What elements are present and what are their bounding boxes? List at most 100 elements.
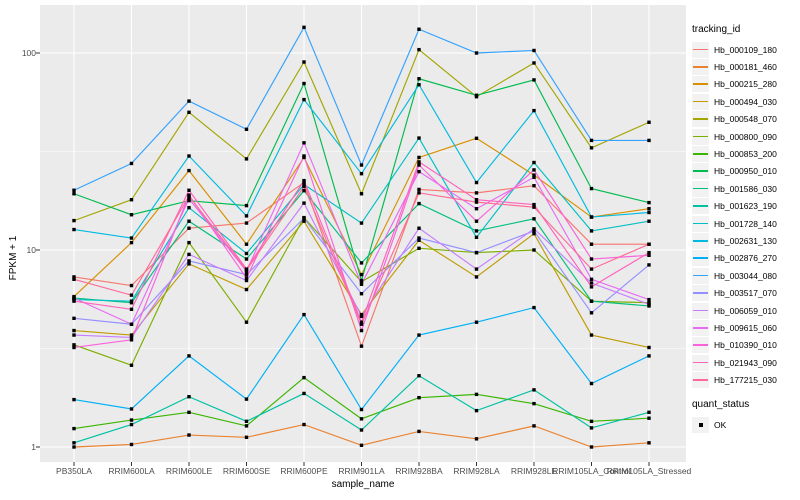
data-point-marker [244,276,249,280]
data-point-marker [359,428,364,432]
legend-key-line-icon [693,48,708,51]
data-point-marker [647,416,651,420]
legend-item-Hb_002876_270: Hb_002876_270 [692,250,798,267]
legend-item-label: Hb_010390_010 [714,340,777,351]
data-point-marker [417,226,421,230]
data-point-marker [532,231,536,236]
data-point-marker [359,221,364,225]
data-point-marker [532,227,536,231]
data-point-marker [417,187,421,192]
data-point-marker [302,216,306,220]
data-point-marker [417,77,421,81]
data-point-marker [187,240,191,245]
data-point-marker [129,422,134,427]
data-point-marker [647,297,651,302]
legend-item-label: Hb_001623_190 [714,201,777,212]
data-point-marker [72,333,76,337]
data-point-marker [129,236,134,240]
data-point-marker [244,320,249,324]
data-point-marker [359,407,364,412]
x-tick-label: RRIM600LE [165,466,213,476]
legend-item-label: Hb_000853_200 [714,149,777,160]
data-point-marker [302,312,306,317]
data-point-marker [302,178,306,183]
x-tick-label: RRIM600LA [108,466,155,476]
legend-item-Hb_003044_080: Hb_003044_080 [692,267,798,284]
data-point-marker [72,227,76,232]
data-point-marker [532,160,536,165]
data-point-marker [474,229,479,233]
data-point-marker [532,175,536,179]
data-point-marker [187,252,191,257]
legend-title-tracking-id: tracking_id [692,24,741,35]
data-point-marker [474,219,479,223]
legend-item-Hb_006059_010: Hb_006059_010 [692,302,798,319]
data-point-marker [359,171,364,176]
data-point-marker [532,248,536,252]
data-point-marker [359,282,364,286]
data-point-marker [647,138,651,143]
data-point-marker [302,154,306,158]
legend-item-Hb_003517_070: Hb_003517_070 [692,284,798,302]
data-point-marker [244,214,249,218]
data-point-marker [302,184,306,189]
legend-items: Hb_000109_180 Hb_000181_460 Hb_000215_280 H… [692,41,798,389]
data-point-marker [302,422,306,427]
data-point-marker [417,246,421,251]
data-point-marker [359,320,364,324]
data-point-marker [72,445,76,449]
data-point-marker [647,210,651,215]
data-point-marker [359,312,364,317]
data-point-marker [647,441,651,445]
data-point-marker [647,354,651,358]
data-point-marker [417,191,421,195]
data-point-marker [359,322,364,326]
data-point-marker [129,322,134,326]
data-point-marker [532,401,536,406]
legend-item-Hb_001623_190: Hb_001623_190 [692,198,798,215]
x-axis-title: sample_name [331,479,395,490]
data-point-marker [72,328,76,333]
data-point-marker [474,198,479,202]
data-point-marker [474,267,479,271]
data-point-marker [589,229,594,233]
data-point-marker [244,157,249,161]
data-point-marker [474,408,479,413]
data-point-marker [647,345,651,350]
data-point-marker [417,238,421,243]
data-point-marker [589,285,594,289]
x-tick-label: RRIM600SE [222,466,271,476]
legend-key-line-icon [693,118,708,120]
legend-quant-status: quant_status OK [692,399,798,433]
data-point-marker [417,374,421,378]
data-point-marker [244,257,249,261]
data-point-marker [187,154,191,158]
data-point-marker [647,253,651,257]
data-point-marker [72,345,76,350]
y-tick-label: 100 [21,48,36,58]
legend-key-line-icon [693,274,708,277]
data-point-marker [187,395,191,399]
legend-item-Hb_000109_180: Hb_000109_180 [692,41,798,58]
legend-key-swatch [692,111,709,128]
data-point-marker [244,242,249,246]
data-point-marker [72,296,76,300]
y-tick-label: 1 [31,442,36,452]
data-point-marker [589,257,594,261]
data-point-marker [532,48,536,53]
data-point-marker [532,217,536,221]
data-point-marker [244,221,249,225]
legend-key-swatch [692,128,709,145]
legend-item-label: Hb_003517_070 [714,288,777,299]
data-point-marker [474,191,479,195]
data-point-marker [302,60,306,64]
legend-item-label: Hb_000109_180 [714,44,777,55]
data-point-marker [359,314,364,319]
data-point-marker [129,363,134,367]
data-point-marker [72,275,76,279]
data-point-marker [589,215,594,219]
data-point-marker [187,198,191,203]
data-point-marker [417,163,421,167]
data-point-marker [532,388,536,392]
data-point-marker [302,182,306,187]
